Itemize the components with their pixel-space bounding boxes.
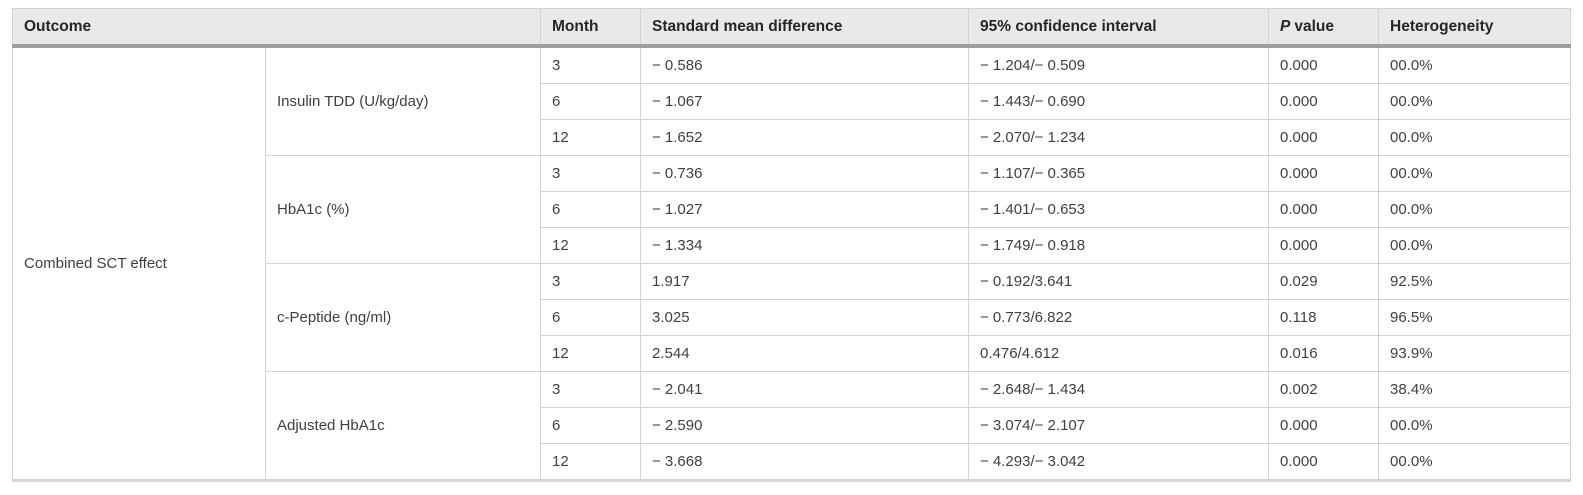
table-row: HbA1c (%) 3 − 0.736 − 1.107/− 0.365 0.00… [13,155,1571,264]
cell-p-value: 0.000 [1268,227,1379,264]
cell-heterogeneity: 00.0% [1378,191,1571,228]
cell-p-value: 0.000 [1268,45,1379,84]
table-row: 6 − 2.590 − 3.074/− 2.107 0.000 00.0% [13,407,1571,444]
cell-ci: − 0.773/6.822 [968,299,1269,336]
cell-p-value: 0.016 [1268,335,1379,372]
cell-p-value: 0.000 [1268,83,1379,120]
table-row: 6 − 1.027 − 1.401/− 0.653 0.000 00.0% [13,191,1571,228]
cell-month: 3 [540,263,641,300]
cell-smd: 3.025 [640,299,969,336]
cell-heterogeneity: 00.0% [1378,45,1571,84]
cell-smd: − 0.736 [640,155,969,192]
cell-p-value: 0.000 [1268,155,1379,192]
table-row: 12 − 1.334 − 1.749/− 0.918 0.000 00.0% [13,227,1571,264]
cell-p-value: 0.029 [1268,263,1379,300]
cell-smd: − 2.590 [640,407,969,444]
cell-outcome-adjusted-hba1c: Adjusted HbA1c [265,371,541,481]
cell-smd: 2.544 [640,335,969,372]
cell-outcome-hba1c: HbA1c (%) [265,155,541,264]
cell-heterogeneity: 00.0% [1378,227,1571,264]
cell-month: 6 [540,299,641,336]
cell-ci: − 2.070/− 1.234 [968,119,1269,156]
cell-ci: − 1.443/− 0.690 [968,83,1269,120]
table-row: 6 − 1.067 − 1.443/− 0.690 0.000 00.0% [13,83,1571,120]
cell-smd: − 3.668 [640,443,969,481]
table-row: Combined SCT effect Insulin TDD (U/kg/da… [12,45,1571,481]
cell-month: 3 [540,155,641,192]
col-header-month: Month [540,8,641,48]
cell-ci: − 4.293/− 3.042 [968,443,1269,481]
cell-p-value: 0.118 [1268,299,1379,336]
header-row: Outcome Month Standard mean difference 9… [12,8,1571,48]
cell-heterogeneity: 96.5% [1378,299,1571,336]
cell-heterogeneity: 00.0% [1378,407,1571,444]
p-value-italic-p: P [1280,18,1291,35]
cell-month: 12 [540,335,641,372]
col-header-smd: Standard mean difference [640,8,969,48]
cell-group-label: Combined SCT effect [12,45,266,481]
cell-heterogeneity: 00.0% [1378,119,1571,156]
table-row: 12 2.544 0.476/4.612 0.016 93.9% [13,335,1571,372]
cell-heterogeneity: 00.0% [1378,155,1571,192]
cell-month: 3 [540,371,641,408]
cell-p-value: 0.000 [1268,443,1379,481]
cell-smd: − 1.652 [640,119,969,156]
cell-smd: − 0.586 [640,45,969,84]
cell-month: 12 [540,119,641,156]
table-row: c-Peptide (ng/ml) 3 1.917 − 0.192/3.641 … [13,263,1571,372]
cell-ci: − 1.204/− 0.509 [968,45,1269,84]
table-row: 6 3.025 − 0.773/6.822 0.118 96.5% [13,299,1571,336]
cell-ci: − 2.648/− 1.434 [968,371,1269,408]
cell-ci: − 0.192/3.641 [968,263,1269,300]
col-header-ci: 95% confidence interval [968,8,1269,48]
cell-p-value: 0.000 [1268,191,1379,228]
cell-heterogeneity: 00.0% [1378,443,1571,481]
table-row: Adjusted HbA1c 3 − 2.041 − 2.648/− 1.434… [13,371,1571,481]
cell-month: 6 [540,191,641,228]
cell-p-value: 0.002 [1268,371,1379,408]
cell-month: 12 [540,443,641,481]
cell-smd: − 1.334 [640,227,969,264]
p-value-rest: value [1294,18,1334,35]
cell-heterogeneity: 00.0% [1378,83,1571,120]
cell-month: 6 [540,407,641,444]
cell-outcome-insulin-tdd: Insulin TDD (U/kg/day) [265,45,541,156]
cell-outcome-c-peptide: c-Peptide (ng/ml) [265,263,541,372]
cell-ci: 0.476/4.612 [968,335,1269,372]
table-row: 12 − 3.668 − 4.293/− 3.042 0.000 00.0% [13,443,1571,481]
cell-heterogeneity: 93.9% [1378,335,1571,372]
cell-heterogeneity: 38.4% [1378,371,1571,408]
col-header-heterogeneity: Heterogeneity [1378,8,1571,48]
cell-ci: − 1.107/− 0.365 [968,155,1269,192]
cell-smd: 1.917 [640,263,969,300]
cell-ci: − 3.074/− 2.107 [968,407,1269,444]
cell-smd: − 1.067 [640,83,969,120]
cell-ci: − 1.749/− 0.918 [968,227,1269,264]
cell-smd: − 1.027 [640,191,969,228]
cell-ci: − 1.401/− 0.653 [968,191,1269,228]
cell-smd: − 2.041 [640,371,969,408]
cell-p-value: 0.000 [1268,119,1379,156]
cell-heterogeneity: 92.5% [1378,263,1571,300]
cell-month: 12 [540,227,641,264]
cell-p-value: 0.000 [1268,407,1379,444]
meta-analysis-table: Outcome Month Standard mean difference 9… [12,8,1571,482]
cell-month: 6 [540,83,641,120]
cell-month: 3 [540,45,641,84]
col-header-outcome: Outcome [12,8,541,48]
